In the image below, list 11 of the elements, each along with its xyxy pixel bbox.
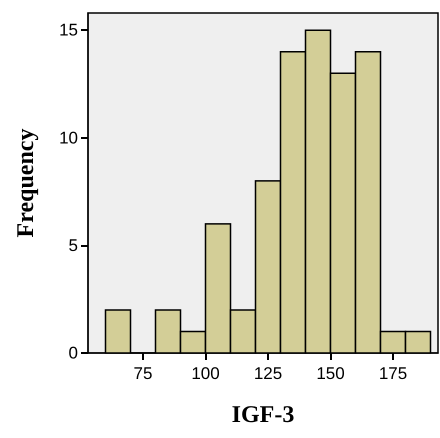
y-axis-title: Frequency <box>13 128 39 238</box>
x-tick-label: 75 <box>134 364 152 383</box>
x-tick-label: 150 <box>316 364 345 383</box>
x-tick-label: 175 <box>378 364 408 383</box>
x-tick-label: 100 <box>191 364 220 383</box>
y-tick-label: 0 <box>68 344 78 362</box>
x-tick-label: 125 <box>254 364 282 383</box>
y-tick-label: 15 <box>59 20 78 40</box>
x-axis-title: IGF-3 <box>232 402 294 428</box>
y-tick-label: 10 <box>59 128 78 148</box>
y-tick-label: 5 <box>68 236 78 255</box>
